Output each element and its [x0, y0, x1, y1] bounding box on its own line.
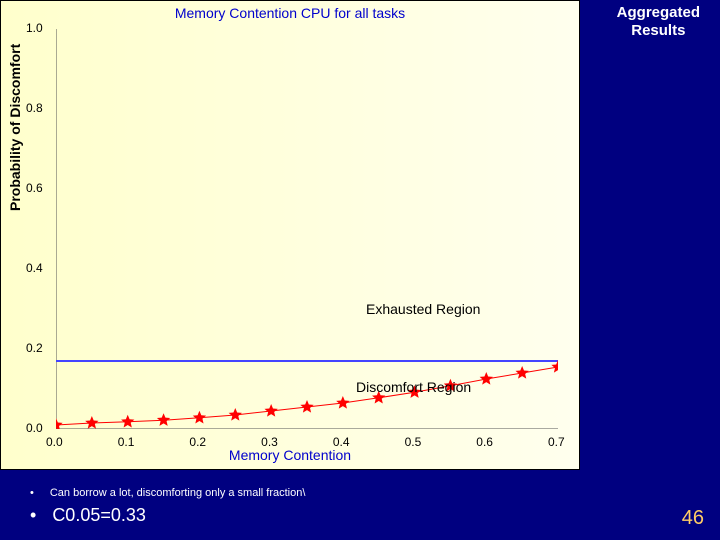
y-tick-label: 0.6: [26, 181, 48, 195]
chart-area: Memory Contention CPU for all tasks Prob…: [0, 0, 580, 470]
bullets: • Can borrow a lot, discomforting only a…: [30, 487, 305, 526]
bullet-big-text: C0.05=0.33: [52, 505, 146, 526]
y-tick-label: 0.2: [26, 341, 48, 355]
bullet-dot-icon: •: [30, 487, 34, 499]
y-tick-label: 0.4: [26, 261, 48, 275]
bullet-small-text: Can borrow a lot, discomforting only a s…: [50, 487, 306, 499]
x-tick-label: 0.2: [189, 435, 206, 449]
x-tick-label: 0.7: [548, 435, 565, 449]
plot-svg: [56, 29, 558, 429]
y-axis-label: Probability of Discomfort: [7, 44, 23, 211]
header-line2: Results: [617, 22, 700, 40]
x-tick-label: 0.3: [261, 435, 278, 449]
x-axis-label: Memory Contention: [229, 447, 351, 463]
chart-annotation: Discomfort Region: [356, 379, 471, 395]
header-badge: Aggregated Results: [617, 4, 700, 40]
plot-region: 0.00.10.20.30.40.50.60.7 0.00.20.40.60.8…: [56, 29, 558, 429]
slide-number: 46: [682, 507, 704, 530]
bullet-small-row: • Can borrow a lot, discomforting only a…: [30, 487, 305, 499]
bullet-big-row: • C0.05=0.33: [30, 505, 305, 526]
bullet-dot-icon: •: [30, 505, 36, 526]
x-tick-label: 0.5: [405, 435, 422, 449]
header-line1: Aggregated: [617, 4, 700, 22]
chart-annotation: Exhausted Region: [366, 301, 480, 317]
chart-title: Memory Contention CPU for all tasks: [175, 5, 405, 21]
x-tick-label: 0.0: [46, 435, 63, 449]
y-tick-label: 1.0: [26, 21, 48, 35]
x-tick-label: 0.1: [118, 435, 135, 449]
y-tick-label: 0.8: [26, 101, 48, 115]
x-tick-label: 0.4: [333, 435, 350, 449]
x-tick-label: 0.6: [476, 435, 493, 449]
y-tick-label: 0.0: [26, 421, 48, 435]
